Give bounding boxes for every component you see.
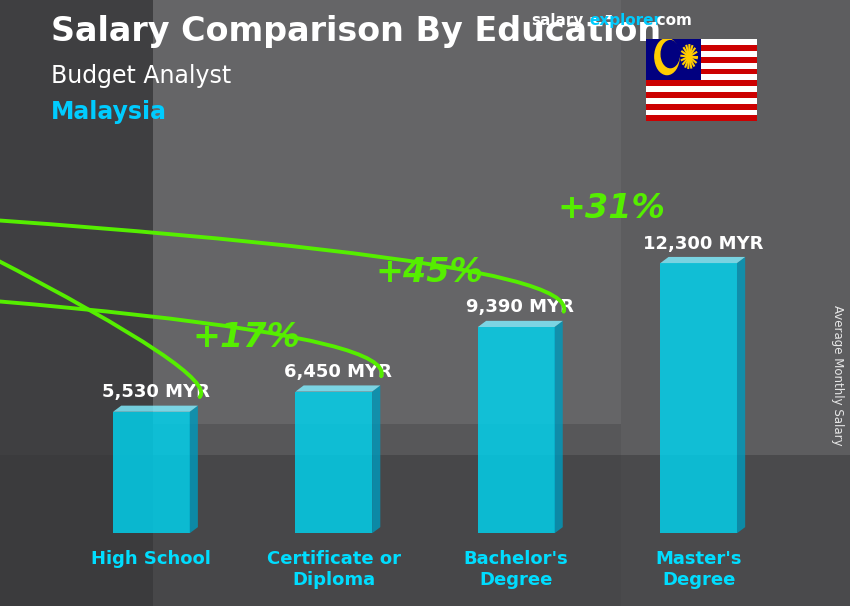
Bar bbox=[153, 0, 620, 424]
Text: explorer: explorer bbox=[589, 13, 661, 28]
Text: 9,390 MYR: 9,390 MYR bbox=[467, 299, 575, 316]
Text: +17%: +17% bbox=[193, 321, 301, 354]
Polygon shape bbox=[660, 257, 745, 263]
Bar bbox=[646, 80, 756, 86]
Text: 12,300 MYR: 12,300 MYR bbox=[643, 235, 763, 253]
Bar bbox=[478, 327, 554, 533]
Bar bbox=[646, 63, 756, 68]
Circle shape bbox=[661, 41, 679, 68]
Text: 5,530 MYR: 5,530 MYR bbox=[101, 383, 209, 401]
Bar bbox=[646, 115, 756, 121]
Text: Salary Comparison By Education: Salary Comparison By Education bbox=[51, 15, 661, 48]
Bar bbox=[646, 110, 756, 115]
Bar bbox=[620, 0, 850, 606]
Bar bbox=[660, 263, 737, 533]
Polygon shape bbox=[372, 385, 380, 533]
Bar bbox=[646, 98, 756, 104]
Bar bbox=[296, 391, 372, 533]
Text: Malaysia: Malaysia bbox=[51, 100, 167, 124]
Bar bbox=[0, 0, 153, 606]
Polygon shape bbox=[554, 321, 563, 533]
Bar bbox=[646, 92, 756, 98]
Bar bbox=[646, 104, 756, 110]
Bar bbox=[646, 86, 756, 92]
Bar bbox=[646, 75, 756, 80]
Bar bbox=[646, 68, 756, 75]
Text: +45%: +45% bbox=[375, 256, 483, 289]
Bar bbox=[0, 454, 850, 606]
Text: .com: .com bbox=[652, 13, 693, 28]
Circle shape bbox=[654, 39, 679, 75]
Text: +31%: +31% bbox=[558, 192, 666, 225]
Text: Average Monthly Salary: Average Monthly Salary bbox=[830, 305, 844, 446]
Polygon shape bbox=[296, 385, 380, 391]
Bar bbox=[113, 412, 190, 533]
Polygon shape bbox=[737, 257, 745, 533]
Text: 6,450 MYR: 6,450 MYR bbox=[284, 363, 392, 381]
Bar bbox=[646, 39, 756, 45]
Bar bbox=[646, 57, 756, 63]
Bar bbox=[646, 45, 756, 51]
Polygon shape bbox=[478, 321, 563, 327]
Bar bbox=[646, 39, 701, 80]
Polygon shape bbox=[113, 405, 198, 412]
Polygon shape bbox=[190, 405, 198, 533]
Text: salary: salary bbox=[531, 13, 584, 28]
Text: Budget Analyst: Budget Analyst bbox=[51, 64, 231, 88]
Bar bbox=[646, 51, 756, 57]
